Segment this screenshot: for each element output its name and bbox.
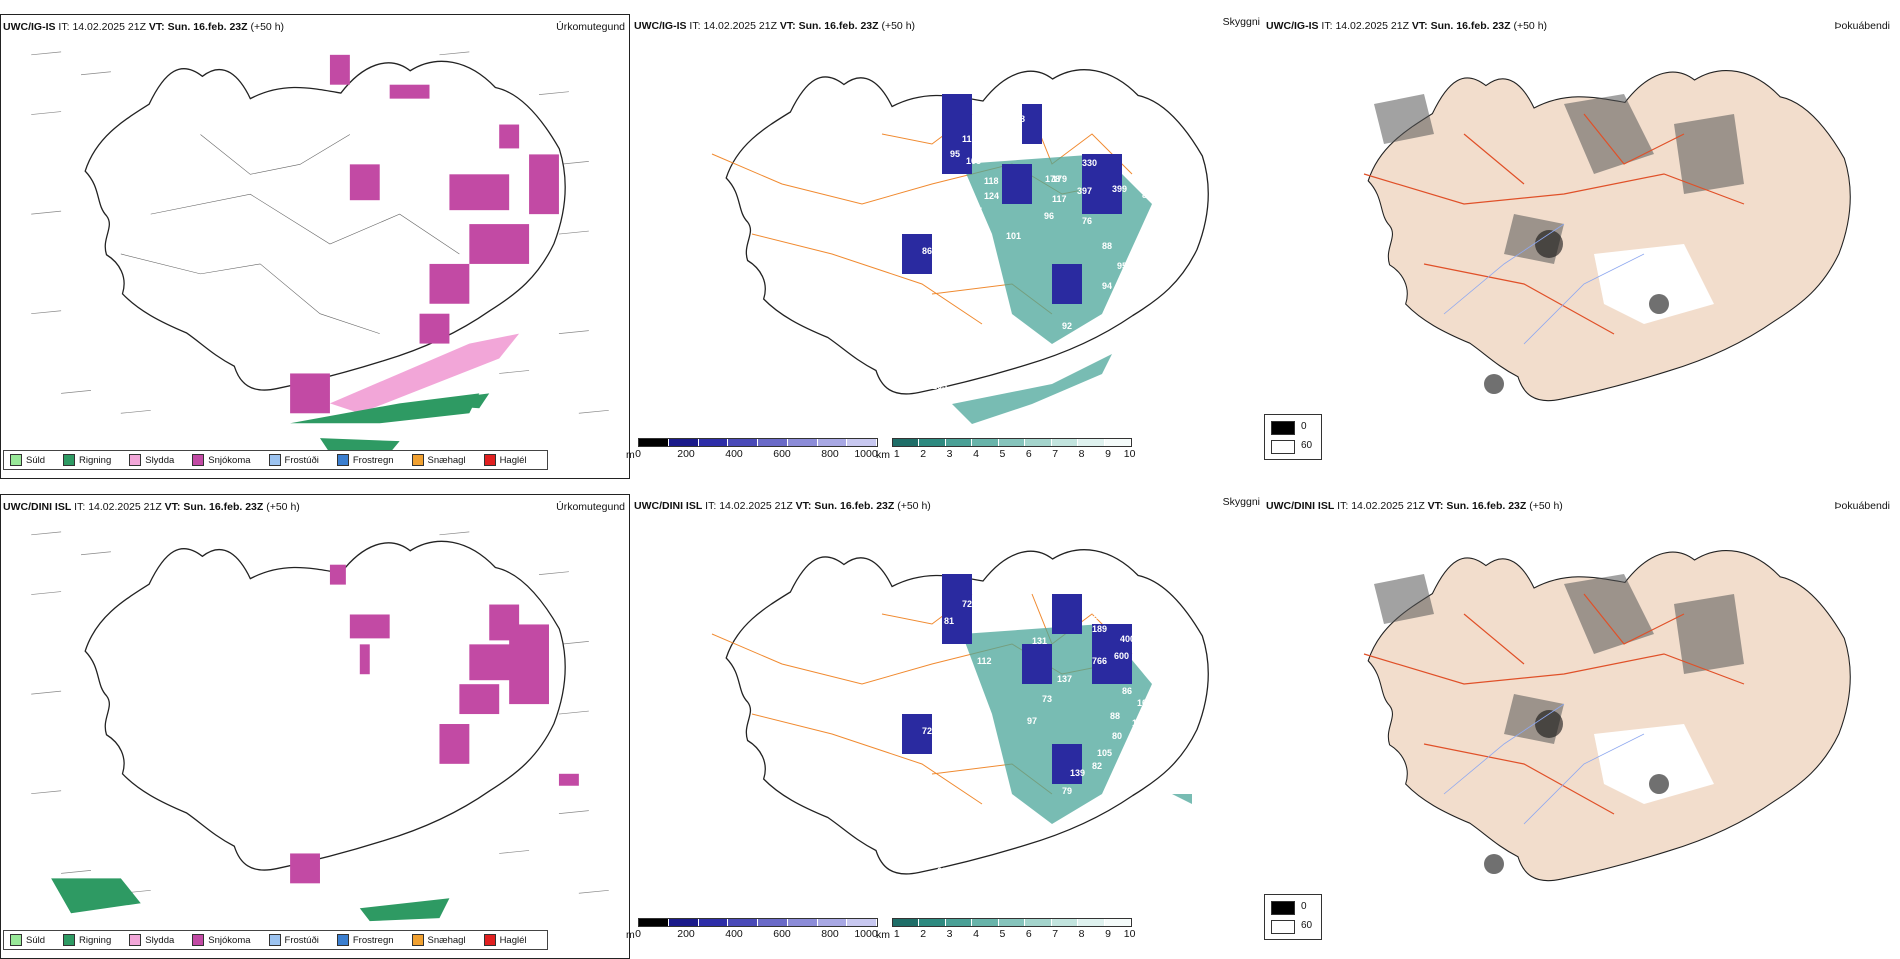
vis-label: 600: [1114, 651, 1129, 661]
fog-map: [1363, 549, 1851, 882]
vis-label: 95: [1117, 261, 1127, 271]
panel-title: Skyggni: [1222, 496, 1260, 508]
precip-legend: Súld Rigning Slydda Snjókoma Frostúði Fr…: [3, 930, 548, 950]
precip-map: [31, 531, 609, 922]
visibility-panel-top: UWC/IG-IS IT: 14.02.2025 21Z VT: Sun. 16…: [626, 14, 1262, 479]
vis-label: 397: [1077, 186, 1092, 196]
precip-panel-top: UWC/IG-IS IT: 14.02.2025 21Z VT: Sun. 16…: [0, 14, 630, 479]
vis-label: 81: [944, 616, 954, 626]
vis-label: 139: [1070, 768, 1085, 778]
vis-label: 400: [1120, 634, 1135, 644]
vis-label: 129: [1157, 681, 1172, 691]
vis-label: 766: [1092, 656, 1107, 666]
vis-label: 225: [1092, 611, 1107, 621]
vis-label: 112: [977, 656, 992, 666]
vis-label: 103: [966, 156, 981, 166]
vis-label: 241: [1162, 634, 1177, 644]
fog-scale: 0 60: [1264, 894, 1322, 940]
snow-areas: [290, 54, 559, 414]
vis-label: 82: [1092, 761, 1102, 771]
vis-label: 68: [937, 866, 947, 876]
vis-label: 80: [1112, 731, 1122, 741]
visibility-panel-bottom: UWC/DINI ISL IT: 14.02.2025 21Z VT: Sun.…: [626, 494, 1262, 959]
panel-header: UWC/IG-IS IT: 14.02.2025 21Z VT: Sun. 16…: [634, 20, 916, 32]
vis-label: 18: [1007, 101, 1017, 111]
vis-label: 107: [1137, 698, 1152, 708]
vis-label: 124: [984, 191, 999, 201]
panel-title: Úrkomutegund: [556, 21, 625, 33]
vis-label: 105: [1097, 748, 1112, 758]
panel-header: UWC/DINI ISL IT: 14.02.2025 21Z VT: Sun.…: [1266, 500, 1563, 512]
panel-title: Þokuábendi: [1834, 20, 1890, 32]
vis-label: 86: [1122, 686, 1132, 696]
vis-label: 191: [1162, 658, 1177, 668]
vis-label: 310: [1077, 146, 1092, 156]
vis-label: 96: [1044, 211, 1054, 221]
vis-label: 399: [1112, 184, 1127, 194]
vis-label: 87: [972, 206, 982, 216]
precip-legend: Súld Rigning Slydda Snjókoma Frostúði Fr…: [3, 450, 548, 470]
fog-scale: 0 60: [1264, 414, 1322, 460]
precip-map: [31, 51, 609, 454]
vis-label: 12: [1144, 154, 1154, 164]
vis-label: 80: [1142, 190, 1152, 200]
vis-label: 97: [1027, 716, 1037, 726]
vis-label: 178: [1045, 174, 1060, 184]
vis-label: 88: [1102, 241, 1112, 251]
vis-label: 95: [950, 149, 960, 159]
panel-header: UWC/IG-IS IT: 14.02.2025 21Z VT: Sun. 16…: [1266, 20, 1548, 32]
fog-panel-bottom: UWC/DINI ISL IT: 14.02.2025 21Z VT: Sun.…: [1264, 494, 1894, 959]
vis-label: 149: [950, 646, 965, 656]
vis-label: 330: [1082, 158, 1097, 168]
vis-label: 92: [1062, 321, 1072, 331]
vis-label: 189: [1092, 624, 1107, 634]
vis-label: 79: [1062, 786, 1072, 796]
vis-label: 105: [932, 381, 947, 391]
panel-title: Skyggni: [1222, 16, 1260, 28]
fog-panel-top: UWC/IG-IS IT: 14.02.2025 21Z VT: Sun. 16…: [1264, 14, 1894, 479]
panel-header: UWC/IG-IS IT: 14.02.2025 21Z VT: Sun. 16…: [3, 21, 285, 33]
vis-label: 94: [1102, 281, 1112, 291]
vis-label: 268: [1170, 186, 1185, 196]
vis-label: 92: [1142, 644, 1152, 654]
vis-label: 124: [1132, 718, 1147, 728]
vis-label: 179: [1052, 174, 1067, 184]
panel-title: Þokuábendi: [1834, 500, 1890, 512]
vis-label: 11: [962, 134, 972, 144]
visibility-map: 72 81 149 112 164 225 189 400 600 766 92 241 1…: [711, 549, 1209, 876]
visibility-labels: 72 81 149 112 164 225 189 400 600 766 92 241 1…: [922, 598, 1177, 876]
vis-label: 84: [1157, 206, 1167, 216]
vis-label: 131: [1032, 636, 1047, 646]
vis-label: 164: [1087, 598, 1102, 608]
elevation-colorbar: 0 200 400 600 800 1000 m: [626, 918, 878, 941]
vis-label: 72: [962, 599, 972, 609]
vis-label: 83: [937, 233, 947, 243]
precip-panel-bottom: UWC/DINI ISL IT: 14.02.2025 21Z VT: Sun.…: [0, 494, 630, 959]
vis-label: 88: [1110, 711, 1120, 721]
vis-label: 132: [1132, 731, 1147, 741]
vis-label: 107: [954, 179, 969, 189]
elevation-colorbar: 0 200 400 600 800 1000 m: [626, 438, 878, 461]
vis-label: 73: [1042, 694, 1052, 704]
vis-label: 72: [922, 726, 932, 736]
fog-map: [1363, 69, 1851, 402]
vis-label: 118: [984, 176, 999, 186]
vis-label: 101: [1006, 231, 1021, 241]
panel-header: UWC/DINI ISL IT: 14.02.2025 21Z VT: Sun.…: [3, 501, 300, 513]
vis-label: 86: [922, 246, 932, 256]
vis-label: 117: [1052, 194, 1067, 204]
vis-label: 137: [1057, 674, 1072, 684]
vis-label: 18: [1015, 114, 1025, 124]
panel-title: Úrkomutegund: [556, 501, 625, 513]
vis-label: 76: [1082, 216, 1092, 226]
panel-header: UWC/DINI ISL IT: 14.02.2025 21Z VT: Sun.…: [634, 500, 931, 512]
